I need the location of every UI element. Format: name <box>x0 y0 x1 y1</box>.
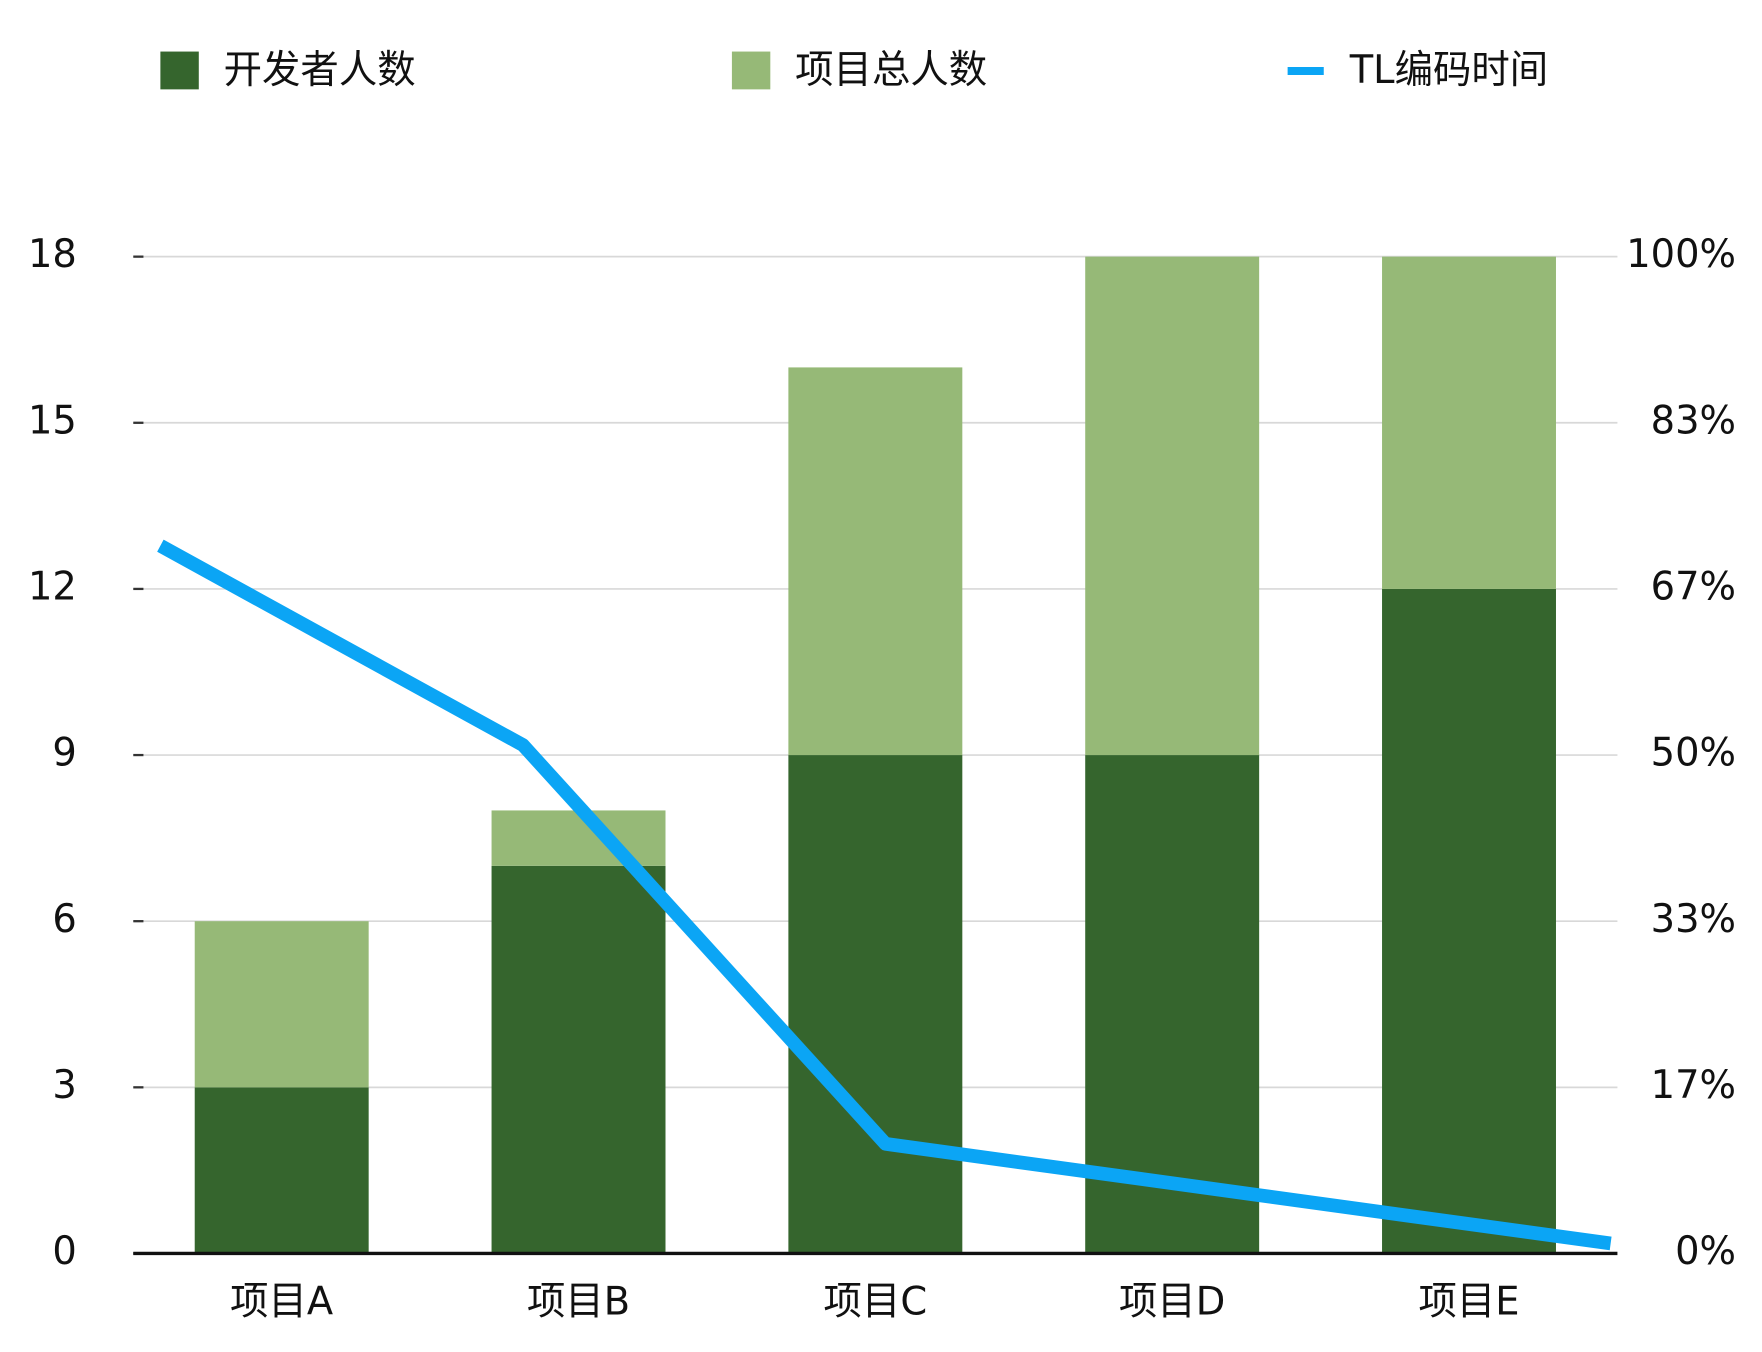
bar <box>1382 256 1556 589</box>
bar <box>788 367 963 756</box>
y-tick-label: 6 <box>52 897 76 942</box>
x-tick-label: 项目C <box>824 1279 928 1324</box>
bar <box>1085 256 1260 756</box>
legend-swatch <box>160 51 199 90</box>
y2-tick-label: 17% <box>1651 1063 1736 1108</box>
legend-swatch <box>731 51 771 90</box>
legend-label: 开发者人数 <box>224 48 416 93</box>
y-tick-label: 9 <box>52 730 76 775</box>
bar <box>194 921 369 1088</box>
x-tick-label: 项目A <box>230 1279 334 1324</box>
y-tick-label: 15 <box>28 398 77 443</box>
bar <box>491 810 666 866</box>
y-tick-label: 18 <box>28 232 77 277</box>
y2-tick-label: 67% <box>1651 564 1736 609</box>
legend-label: TL编码时间 <box>1349 48 1548 93</box>
y2-tick-label: 33% <box>1651 897 1736 942</box>
bar <box>491 865 666 1254</box>
y2-tick-label: 50% <box>1651 730 1736 775</box>
y-tick-label: 0 <box>52 1229 76 1274</box>
x-tick-label: 项目B <box>527 1279 630 1324</box>
y2-tick-label: 100% <box>1626 232 1736 277</box>
y2-tick-label: 83% <box>1651 398 1736 443</box>
x-tick-label: 项目E <box>1418 1279 1519 1324</box>
y-tick-label: 12 <box>28 564 77 609</box>
y-tick-label: 3 <box>52 1063 76 1108</box>
y2-tick-label: 0% <box>1675 1229 1736 1274</box>
legend-label: 项目总人数 <box>795 48 987 93</box>
bar <box>1382 588 1556 1254</box>
line <box>157 539 1612 1251</box>
bar <box>788 755 963 1254</box>
x-tick-label: 项目D <box>1119 1279 1225 1324</box>
bar <box>194 1087 369 1254</box>
